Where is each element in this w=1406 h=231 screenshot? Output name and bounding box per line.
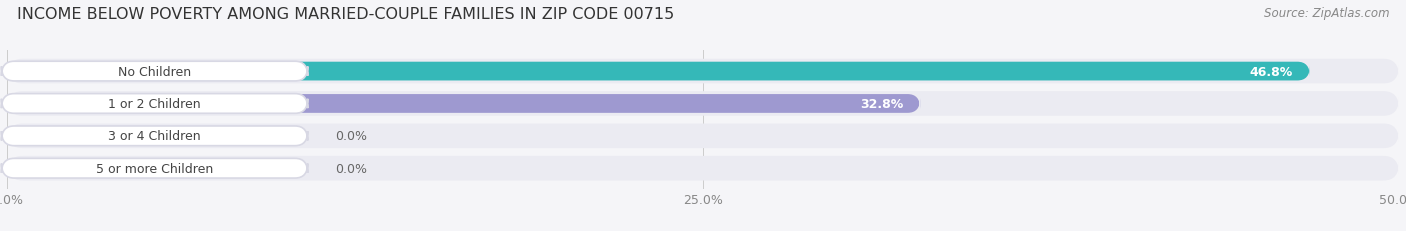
Text: 3 or 4 Children: 3 or 4 Children bbox=[108, 130, 201, 143]
Text: 46.8%: 46.8% bbox=[1250, 65, 1294, 78]
Text: Source: ZipAtlas.com: Source: ZipAtlas.com bbox=[1264, 7, 1389, 20]
FancyBboxPatch shape bbox=[1, 94, 308, 114]
FancyBboxPatch shape bbox=[7, 60, 1399, 84]
FancyBboxPatch shape bbox=[7, 92, 1399, 116]
Text: 5 or more Children: 5 or more Children bbox=[96, 162, 214, 175]
FancyBboxPatch shape bbox=[1, 62, 308, 82]
Text: 1 or 2 Children: 1 or 2 Children bbox=[108, 97, 201, 110]
Text: 0.0%: 0.0% bbox=[336, 130, 367, 143]
FancyBboxPatch shape bbox=[7, 156, 1399, 181]
Text: No Children: No Children bbox=[118, 65, 191, 78]
FancyBboxPatch shape bbox=[7, 95, 920, 113]
Text: 32.8%: 32.8% bbox=[860, 97, 904, 110]
FancyBboxPatch shape bbox=[7, 62, 1310, 81]
FancyBboxPatch shape bbox=[1, 126, 308, 146]
Text: INCOME BELOW POVERTY AMONG MARRIED-COUPLE FAMILIES IN ZIP CODE 00715: INCOME BELOW POVERTY AMONG MARRIED-COUPL… bbox=[17, 7, 673, 22]
FancyBboxPatch shape bbox=[1, 159, 308, 178]
Text: 0.0%: 0.0% bbox=[336, 162, 367, 175]
FancyBboxPatch shape bbox=[7, 124, 1399, 149]
